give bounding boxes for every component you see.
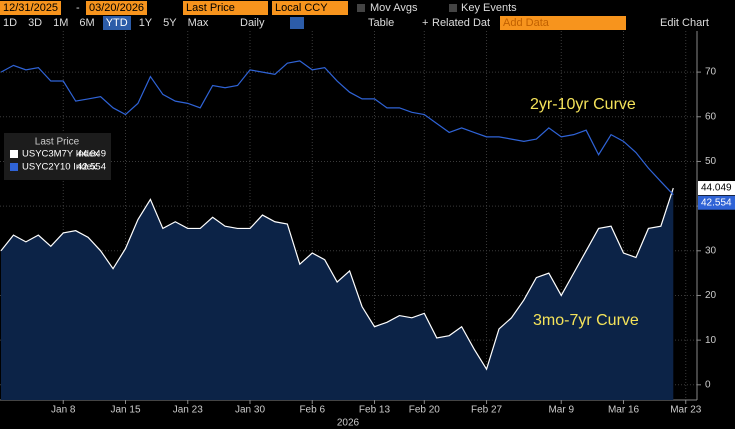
y-tick-label: 20: [705, 290, 717, 301]
value-flag-label: 44.049: [701, 183, 732, 194]
x-tick-label: Feb 13: [359, 405, 391, 416]
x-tick-label: Feb 20: [409, 405, 441, 416]
range-button[interactable]: 1D: [3, 17, 18, 29]
edit-chart[interactable]: Edit Chart: [660, 17, 709, 29]
legend-box: [4, 133, 111, 180]
y-tick-label: 50: [705, 156, 717, 167]
range-button[interactable]: Max: [187, 17, 209, 29]
x-axis-label: 2026: [337, 418, 360, 429]
x-tick-label: Jan 23: [173, 405, 203, 416]
legend-swatch: [10, 163, 18, 171]
legend-entry: USYC2Y10 Index: [22, 162, 97, 173]
y-tick-label: 0: [705, 379, 711, 390]
related-data[interactable]: Related Dat: [432, 17, 491, 29]
chart-icon[interactable]: [290, 17, 304, 29]
annotation: 2yr-10yr Curve: [530, 96, 636, 113]
legend-entry: USYC3M7Y Index: [22, 149, 99, 160]
mov-avgs[interactable]: Mov Avgs: [370, 2, 418, 14]
end-date[interactable]: 03/20/2026: [86, 1, 148, 15]
x-tick-label: Mar 9: [548, 405, 574, 416]
range-button[interactable]: 3D: [28, 17, 43, 29]
x-tick-label: Jan 30: [235, 405, 265, 416]
x-tick-label: Mar 16: [608, 405, 640, 416]
add-data[interactable]: Add Data: [500, 16, 626, 30]
y-tick-label: 10: [705, 335, 717, 346]
value-flag: [698, 181, 735, 196]
plus: +: [422, 17, 429, 29]
checkbox[interactable]: [357, 4, 365, 12]
annotation: 3mo-7yr Curve: [533, 312, 639, 329]
line: [0, 60, 674, 196]
table-button[interactable]: Table: [368, 17, 395, 29]
key-events[interactable]: Key Events: [461, 2, 517, 14]
legend-value: 44.049: [77, 149, 106, 160]
value-flag-label: 42.554: [701, 197, 732, 208]
area: [1, 188, 674, 400]
x-tick-label: Feb 6: [299, 405, 325, 416]
legend-title: Last Price: [35, 137, 80, 148]
x-tick-label: Mar 23: [670, 405, 702, 416]
period-select[interactable]: Daily: [240, 17, 265, 29]
field-select[interactable]: Last Price: [183, 1, 268, 15]
x-tick-label: Feb 27: [471, 405, 503, 416]
x-tick-label: Jan 8: [51, 405, 76, 416]
checkbox[interactable]: [449, 4, 457, 12]
start-date[interactable]: 12/31/2025: [0, 1, 62, 15]
range-button[interactable]: 1Y: [138, 17, 153, 29]
y-tick-label: 60: [705, 111, 717, 122]
range-button[interactable]: 5Y: [163, 17, 177, 29]
x-tick-label: Jan 15: [110, 405, 140, 416]
legend-value: 42.554: [77, 162, 106, 173]
line: [0, 187, 674, 371]
y-tick-label: 70: [705, 67, 717, 78]
value-flag: [698, 195, 735, 210]
range-button[interactable]: 1M: [53, 17, 69, 29]
y-tick-label: 30: [705, 245, 717, 256]
range-bar: 1D 3D 1M 6M YTD 1Y 5Y Max: [0, 16, 216, 30]
range-button[interactable]: YTD: [102, 16, 131, 30]
date-sep: -: [76, 2, 80, 14]
legend-swatch: [10, 150, 18, 158]
currency-select[interactable]: Local CCY: [272, 1, 348, 15]
range-button[interactable]: 6M: [79, 17, 95, 29]
